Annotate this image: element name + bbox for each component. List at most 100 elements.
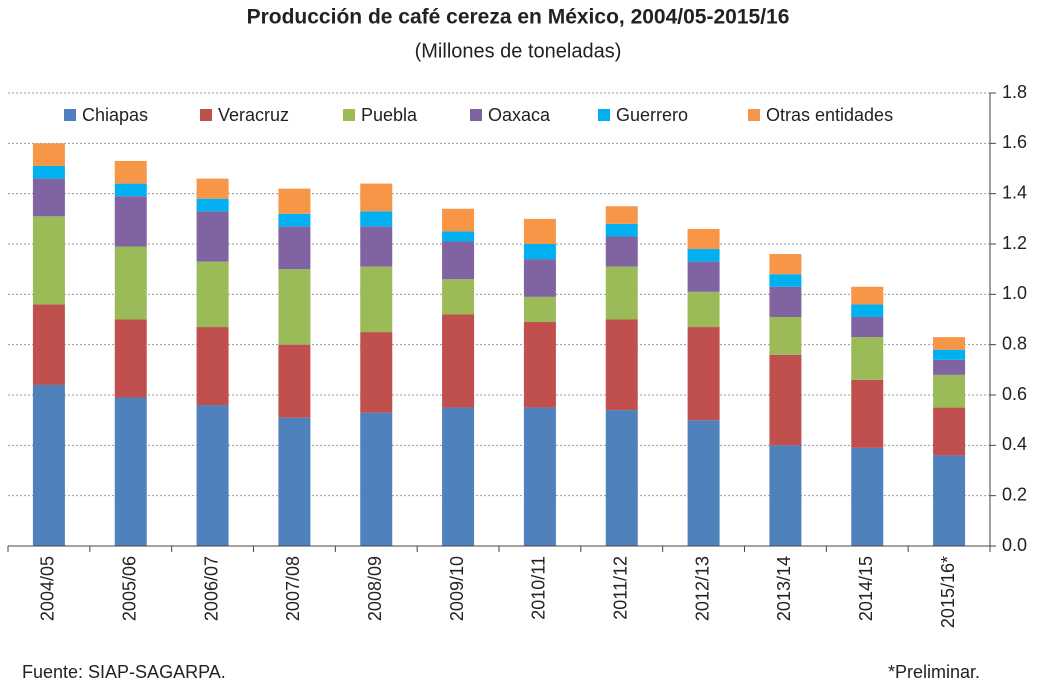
- y-tick-label: 0.8: [1002, 333, 1027, 353]
- bar-segment: [360, 183, 393, 212]
- bar-segment: [687, 261, 720, 292]
- bar-segment: [360, 266, 393, 333]
- bar-segment: [114, 183, 147, 197]
- bar-segment: [32, 178, 65, 217]
- y-tick-label: 1.4: [1002, 182, 1027, 202]
- bar-segment: [360, 332, 393, 413]
- bar-segment: [32, 304, 65, 385]
- y-tick-label: 1.6: [1002, 132, 1027, 152]
- x-tick-label: 2007/08: [283, 556, 303, 621]
- x-tick-label: 2013/14: [774, 556, 794, 621]
- legend-swatch: [343, 109, 355, 121]
- note: *Preliminar.: [888, 662, 980, 682]
- bar-segment: [278, 344, 311, 418]
- bar-segment: [114, 160, 147, 184]
- legend-label: Chiapas: [82, 105, 148, 125]
- bar-segment: [933, 455, 966, 546]
- bar-segment: [605, 223, 638, 237]
- bar-segment: [769, 445, 802, 546]
- bar-segment: [114, 246, 147, 320]
- y-tick-label: 0.4: [1002, 434, 1027, 454]
- bar-segment: [769, 254, 802, 275]
- bar-segment: [523, 322, 556, 408]
- bar-segment: [523, 244, 556, 260]
- bar-segment: [933, 349, 966, 360]
- legend-label: Puebla: [361, 105, 418, 125]
- x-tick-label: 2005/06: [120, 556, 140, 621]
- bar-segment: [687, 327, 720, 421]
- bar-segment: [32, 384, 65, 546]
- bar-segment: [32, 165, 65, 179]
- bar-segment: [523, 259, 556, 297]
- source: Fuente: SIAP-SAGARPA.: [22, 662, 226, 682]
- bar-segment: [442, 208, 475, 232]
- legend-label: Oaxaca: [488, 105, 551, 125]
- bar-segment: [851, 316, 884, 338]
- bar-segment: [360, 226, 393, 267]
- x-tick-label: 2014/15: [856, 556, 876, 621]
- chart-title: Producción de café cereza en México, 200…: [247, 6, 790, 29]
- legend-swatch: [598, 109, 610, 121]
- bar-segment: [851, 304, 884, 317]
- bar-segment: [851, 286, 884, 305]
- bar-segment: [32, 216, 65, 305]
- legend-label: Guerrero: [616, 105, 688, 125]
- bar-segment: [196, 327, 229, 406]
- bar-segment: [605, 319, 638, 411]
- bar-segment: [442, 241, 475, 280]
- bar-segment: [196, 261, 229, 328]
- bar-segment: [851, 337, 884, 380]
- bar-segment: [605, 410, 638, 546]
- bar-segment: [851, 447, 884, 546]
- bar-segment: [360, 412, 393, 546]
- y-tick-label: 0.0: [1002, 535, 1027, 555]
- bar-segment: [687, 249, 720, 262]
- bar-segment: [278, 213, 311, 227]
- x-tick-label: 2009/10: [447, 556, 467, 621]
- bar-segment: [605, 236, 638, 267]
- bar-segment: [523, 296, 556, 323]
- y-tick-label: 0.2: [1002, 484, 1027, 504]
- bar-segment: [278, 417, 311, 546]
- bar-segment: [442, 231, 475, 242]
- bar-segment: [278, 188, 311, 214]
- bar-segment: [114, 196, 147, 247]
- bar-segment: [32, 143, 65, 166]
- bar-segment: [196, 211, 229, 262]
- y-tick-label: 0.6: [1002, 384, 1027, 404]
- x-tick-label: 2011/12: [611, 556, 631, 620]
- bar-segment: [933, 407, 966, 456]
- chart-subtitle: (Millones de toneladas): [415, 40, 622, 62]
- bar-segment: [196, 178, 229, 199]
- legend-label: Veracruz: [218, 105, 289, 125]
- legend-label: Otras entidades: [766, 105, 893, 125]
- x-tick-label: 2012/13: [692, 556, 712, 621]
- bar-segment: [605, 266, 638, 320]
- bar-segment: [360, 211, 393, 227]
- legend-swatch: [470, 109, 482, 121]
- bar-segment: [114, 319, 147, 398]
- x-tick-label: 2006/07: [201, 556, 221, 621]
- bar-segment: [442, 279, 475, 315]
- bar-segment: [769, 286, 802, 317]
- y-tick-label: 1.8: [1002, 82, 1027, 102]
- x-tick-label: 2015/16*: [938, 556, 958, 628]
- legend-swatch: [200, 109, 212, 121]
- bar-segment: [442, 407, 475, 546]
- bar-segment: [933, 359, 966, 375]
- bar-segment: [933, 337, 966, 350]
- legend-swatch: [64, 109, 76, 121]
- bar-segment: [769, 354, 802, 446]
- bar-segment: [687, 291, 720, 328]
- x-tick-label: 2004/05: [38, 556, 58, 621]
- bar-segment: [278, 269, 311, 345]
- bar-segment: [114, 397, 147, 546]
- y-tick-label: 1.0: [1002, 283, 1027, 303]
- bar-segment: [769, 274, 802, 287]
- bar-segment: [523, 218, 556, 244]
- bar-segment: [769, 316, 802, 355]
- bar-segment: [196, 405, 229, 546]
- bar-segment: [278, 226, 311, 270]
- bar-segment: [442, 314, 475, 408]
